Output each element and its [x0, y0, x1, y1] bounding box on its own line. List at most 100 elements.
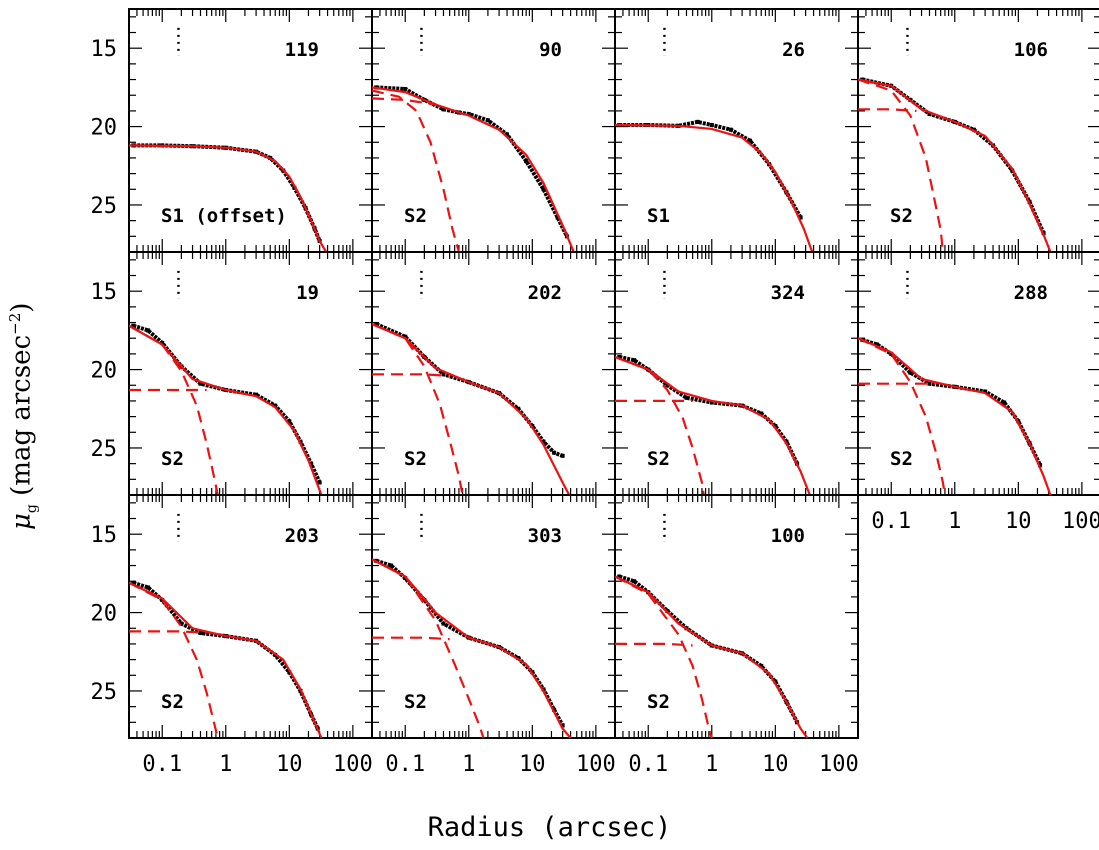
x-axis-title: Radius (arcsec)	[427, 812, 672, 843]
y-axis-title: μg (mag arcsec−2)	[6, 302, 40, 530]
panel-106: 106 S2	[857, 8, 1099, 253]
y-tick-label: 20	[91, 359, 118, 384]
x-tick-label: 1	[462, 752, 475, 777]
data-profile-line	[861, 337, 1042, 467]
data-point	[441, 372, 446, 377]
model-total-line	[858, 337, 1052, 495]
panel-id-label: 106	[1014, 39, 1048, 61]
panel-id-label: 100	[771, 525, 805, 547]
panel-class-label: S1 (offset)	[161, 205, 287, 227]
x-ticks	[857, 252, 1083, 495]
data-point	[505, 132, 510, 137]
data-point	[131, 323, 136, 328]
data-point	[198, 381, 203, 386]
x-tick-label: 10	[762, 752, 789, 777]
model-inner-line	[372, 89, 460, 252]
x-ticks	[128, 495, 373, 738]
panel-100: 0.1 1 10 100 100 S2	[614, 494, 859, 777]
model-total-line	[858, 78, 1052, 252]
data-point	[273, 403, 278, 408]
panel-class-label: S2	[404, 691, 427, 713]
model-outer-line	[858, 108, 917, 112]
data-point	[617, 574, 622, 579]
y-axis-symbol: μ	[6, 513, 37, 530]
y-tick-label: 25	[91, 437, 118, 462]
panel-324: 324 S2	[614, 251, 859, 496]
model-outer-line	[372, 373, 450, 377]
panel-id-label: 288	[1014, 282, 1048, 304]
x-tick-label: 10	[276, 752, 303, 777]
x-tick-label: 100	[333, 752, 373, 777]
data-point	[617, 355, 622, 360]
x-ticks	[614, 252, 859, 495]
data-profile-line	[376, 85, 569, 238]
data-point	[309, 461, 314, 466]
data-point	[541, 439, 546, 444]
model-line	[129, 144, 328, 252]
data-point	[728, 127, 733, 132]
model-total-line	[372, 323, 571, 495]
model-outer-line	[372, 97, 436, 106]
data-point	[389, 563, 394, 568]
panel-id-label: 203	[285, 525, 319, 547]
panel-class-label: S1	[647, 205, 670, 227]
data-point	[889, 351, 894, 356]
data-point	[485, 118, 490, 123]
data-point	[759, 411, 764, 416]
data-point	[541, 187, 546, 192]
data-profile-line	[618, 355, 799, 465]
x-tick-label: 0.1	[142, 752, 182, 777]
model-total-line	[372, 86, 575, 252]
data-point	[403, 334, 408, 339]
y-ticks	[372, 259, 615, 496]
data-point	[131, 580, 136, 585]
y-ticks	[129, 502, 372, 739]
x-tick-label: 0.1	[385, 752, 425, 777]
data-point	[516, 406, 521, 411]
panel-id-label: 26	[782, 39, 805, 61]
data-point	[665, 383, 670, 388]
panel-frame	[614, 494, 859, 739]
data-point	[709, 123, 714, 128]
data-point	[695, 119, 700, 124]
model-total-line	[129, 581, 323, 738]
x-tick-label: 10	[519, 752, 546, 777]
y-tick-label: 25	[91, 194, 118, 219]
data-point	[759, 663, 764, 668]
y-tick-label: 20	[91, 602, 118, 627]
data-point	[927, 112, 932, 117]
panel-id-label: 119	[285, 39, 319, 61]
data-point	[632, 579, 637, 584]
data-point	[441, 621, 446, 626]
data-point	[927, 381, 932, 386]
panel-119: 15 20 25 119 S1 (offset)	[91, 8, 373, 253]
y-ticks	[129, 16, 372, 253]
data-point	[441, 107, 446, 112]
data-point	[287, 419, 292, 424]
data-point	[524, 159, 529, 164]
y-ticks	[129, 259, 372, 496]
model-outer-line	[615, 642, 693, 647]
y-axis-superscript: −2	[6, 312, 24, 335]
panel-class-label: S2	[404, 205, 427, 227]
data-point	[748, 138, 753, 143]
panel-288: 0.1 1 10 100 288 S2	[857, 251, 1099, 534]
y-axis-subscript: g	[23, 504, 40, 514]
model-inner-line	[372, 558, 485, 738]
y-axis-unit: (mag arcsec	[6, 334, 37, 496]
y-tick-label: 15	[91, 280, 118, 305]
data-point	[374, 322, 379, 327]
model-inner-line	[858, 337, 946, 495]
panel-class-label: S2	[161, 691, 184, 713]
panel-202: 202 S2	[371, 251, 616, 496]
panel-class-label: S2	[890, 448, 913, 470]
model-inner-line	[615, 575, 713, 738]
model-inner-line	[615, 355, 705, 495]
data-point	[146, 328, 151, 333]
x-tick-label: 100	[1062, 509, 1099, 534]
x-tick-label: 100	[576, 752, 616, 777]
model-total-line	[615, 575, 809, 738]
data-point	[403, 86, 408, 91]
y-ticks	[372, 502, 615, 739]
